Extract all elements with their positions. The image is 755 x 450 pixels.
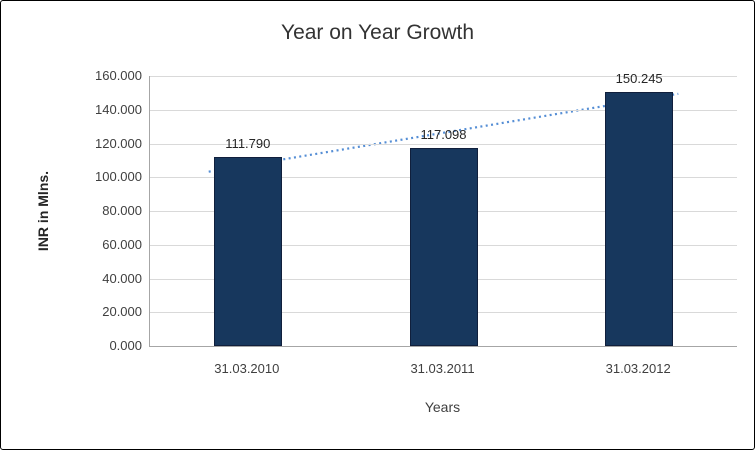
plot-area: 111.790 117.098 150.245: [149, 71, 737, 347]
bar-value-label: 117.098: [420, 127, 467, 143]
bar: [605, 92, 674, 346]
x-axis-tick-labels: 31.03.2010 31.03.2011 31.03.2012: [149, 358, 736, 378]
gridline: [150, 143, 737, 145]
gridline: [150, 76, 737, 77]
bar: [213, 157, 282, 346]
gridline: [150, 109, 737, 111]
y-tick-label: 60.000: [102, 236, 142, 252]
x-axis-title: Years: [424, 399, 461, 415]
y-tick-label: 100.000: [95, 169, 142, 185]
x-tick-label: 31.03.2012: [605, 361, 671, 376]
y-tick-label: 140.000: [95, 101, 142, 117]
x-tick-label: 31.03.2010: [214, 361, 280, 376]
trendline-layer: [208, 92, 679, 173]
bar-value-label: 111.790: [225, 136, 271, 152]
y-axis-title: INR in Mlns.: [35, 170, 51, 252]
bar: [409, 148, 478, 346]
x-tick-label: 31.03.2011: [410, 361, 475, 376]
y-tick-label: 0.000: [109, 338, 142, 353]
trendline: [208, 92, 679, 173]
y-tick-label: 40.000: [102, 270, 142, 286]
bar-value-label: 150.245: [615, 71, 663, 87]
y-tick-label: 20.000: [102, 304, 142, 320]
y-tick-label: 160.000: [95, 68, 142, 83]
y-axis-tick-labels: 0.000 20.000 40.000 60.000 80.000 100.000 120.…: [56, 68, 142, 353]
chart-title: Year on Year Growth: [280, 21, 475, 44]
y-tick-label: 120.000: [95, 135, 142, 151]
y-tick-label: 80.000: [102, 203, 142, 218]
